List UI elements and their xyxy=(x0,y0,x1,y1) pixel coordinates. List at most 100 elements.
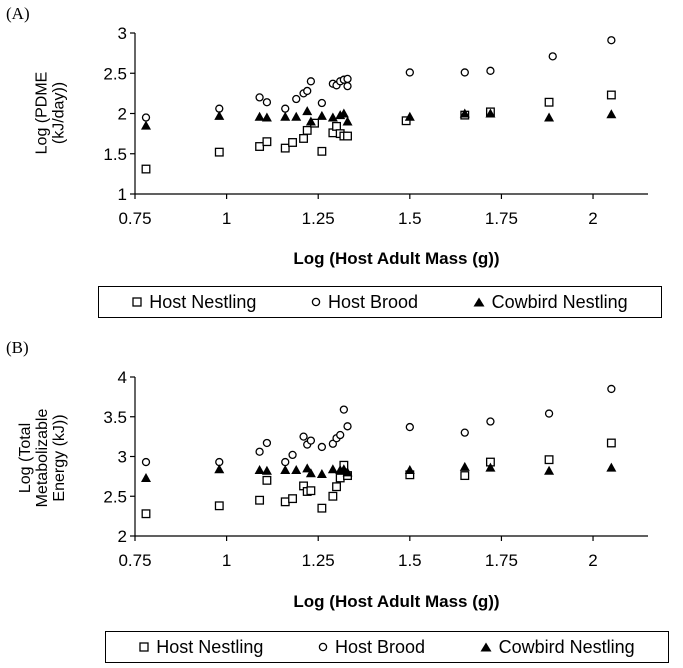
chart-b-point-host-nestling xyxy=(280,497,290,507)
chart-a-point-cowbird-nestling xyxy=(459,108,470,118)
chart-b-point-host-brood xyxy=(141,457,151,467)
legend-square-marker-icon xyxy=(132,297,142,307)
chart-a-legend: Host Nestling Host Brood Cowbird Nestlin… xyxy=(98,286,662,318)
chart-a-point-host-nestling xyxy=(332,121,341,131)
chart-b-point-cowbird-nestling xyxy=(302,463,313,473)
chart-b-xtick-label: 1.25 xyxy=(302,551,335,570)
chart-b-point-cowbird-nestling xyxy=(404,465,415,475)
chart-b-point-host-brood xyxy=(281,457,290,467)
chart-a-point-host-brood xyxy=(548,52,557,61)
chart-b-ytick-label: 4 xyxy=(118,368,127,387)
chart-a-point-cowbird-nestling xyxy=(261,112,272,122)
chart-a-point-cowbird-nestling xyxy=(485,108,496,118)
chart-a-point-host-brood xyxy=(486,66,495,75)
chart-a-xtick-label: 1.5 xyxy=(398,209,422,228)
chart-a-point-host-brood xyxy=(303,86,312,96)
chart-a-point-host-brood xyxy=(343,81,352,91)
chart-b-point-host-brood xyxy=(405,422,414,432)
chart-b-point-cowbird-nestling xyxy=(305,468,316,478)
chart-a-point-host-brood xyxy=(255,93,264,102)
chart-a-point-host-nestling xyxy=(280,143,290,153)
chart-b-point-host-nestling xyxy=(288,494,298,504)
chart-b-xtick-label: 1.5 xyxy=(398,551,422,570)
chart-a-point-host-nestling xyxy=(214,147,224,157)
chart-b-xtick-label: 1.75 xyxy=(485,551,518,570)
panel-a-label: (A) xyxy=(6,4,30,23)
chart-a-point-host-nestling xyxy=(302,125,312,135)
chart-a-point-host-brood xyxy=(405,68,414,77)
chart-b-point-host-brood xyxy=(339,405,349,414)
chart-a-point-host-nestling xyxy=(255,142,265,151)
chart-a-svg: 1 1.5 2 2.5 3 0.75 1 1.25 1.5 1.75 2 Log (Host Adul… xyxy=(34,24,648,268)
chart-a-point-host-brood xyxy=(281,104,290,113)
chart-b-point-host-brood xyxy=(317,442,327,452)
legend-b-cowbird-nestling-label: Cowbird Nestling xyxy=(498,636,635,657)
legend-a-host-nestling: Host Nestling xyxy=(132,292,256,313)
chart-b-point-host-nestling xyxy=(328,491,338,501)
chart-a-ytick-label: 2.5 xyxy=(103,64,127,83)
chart-b-point-cowbird-nestling xyxy=(291,465,302,475)
chart-a-point-cowbird-nestling xyxy=(544,112,555,122)
legend-triangle-marker-icon xyxy=(473,297,485,307)
legend-square-marker-icon xyxy=(139,642,149,652)
chart-a-point-host-brood xyxy=(306,77,316,86)
legend-circle-marker-icon xyxy=(311,297,321,307)
chart-b-x-axis-label: Log (Host Adult Mass (g)) xyxy=(293,592,499,611)
chart-b-point-host-brood xyxy=(336,430,345,440)
chart-b-point-host-nestling xyxy=(335,473,345,483)
chart-b-point-host-nestling xyxy=(141,509,151,519)
chart-b-point-host-brood xyxy=(306,436,316,445)
chart-a-xtick-label: 2 xyxy=(588,209,597,228)
chart-a-point-host-brood xyxy=(141,113,151,122)
chart-a-point-cowbird-nestling xyxy=(254,111,265,121)
chart-b-point-host-brood xyxy=(486,417,495,426)
chart-b-ytick-label: 2 xyxy=(118,527,127,546)
chart-a-point-cowbird-nestling xyxy=(338,108,349,118)
chart-b-point-host-brood xyxy=(262,438,272,448)
chart-b-point-host-brood xyxy=(343,422,352,431)
legend-a-host-brood: Host Brood xyxy=(311,292,418,313)
panel-b-label: (B) xyxy=(6,338,29,357)
chart-b-point-cowbird-nestling xyxy=(280,465,291,475)
chart-b-point-host-brood xyxy=(255,447,264,456)
chart-b-point-cowbird-nestling xyxy=(140,472,151,482)
chart-a-point-host-nestling xyxy=(606,90,616,100)
chart-b-point-host-brood xyxy=(460,428,469,437)
legend-a-cowbird-nestling-label: Cowbird Nestling xyxy=(491,291,628,312)
chart-b-y-axis-label-line: Log (Total xyxy=(17,423,34,493)
chart-a-point-host-nestling xyxy=(317,146,327,156)
legend-b-host-brood-label: Host Brood xyxy=(334,636,425,657)
chart-a-ytick-label: 3 xyxy=(118,24,127,43)
chart-b-point-host-nestling xyxy=(460,471,470,481)
chart-b-point-cowbird-nestling xyxy=(316,468,327,478)
chart-b-xtick-label: 2 xyxy=(588,551,597,570)
chart-b-point-cowbird-nestling xyxy=(544,465,555,475)
chart-a-point-cowbird-nestling xyxy=(404,111,415,121)
chart-b-point-host-brood xyxy=(328,439,338,448)
legend-a-host-brood-label: Host Brood xyxy=(327,291,418,312)
chart-b-point-host-nestling xyxy=(306,486,316,496)
chart-a-point-host-nestling xyxy=(401,116,411,126)
chart-a-xtick-label: 0.75 xyxy=(118,209,151,228)
chart-b-point-cowbird-nestling xyxy=(485,462,496,472)
chart-a-point-host-brood xyxy=(262,98,272,107)
chart-b-point-host-brood xyxy=(288,450,297,460)
chart-b-point-host-brood xyxy=(299,432,308,441)
chart-a-y-axis-label-line: (kJ/day)) xyxy=(51,82,68,144)
chart-b-xtick-label: 1 xyxy=(222,551,231,570)
chart-a-point-host-brood xyxy=(292,94,301,104)
chart-b-point-cowbird-nestling xyxy=(342,467,353,477)
chart-a-x-axis-label: Log (Host Adult Mass (g)) xyxy=(293,249,499,268)
chart-a-y-axis-label: Log (PDME (kJ/day)) xyxy=(34,72,68,155)
chart-a-xtick-label: 1 xyxy=(222,209,231,228)
chart-a-point-cowbird-nestling xyxy=(305,116,316,126)
legend-circle-marker-icon xyxy=(318,642,328,652)
chart-b-point-host-nestling xyxy=(214,501,224,511)
chart-b-svg: 2 2.5 3 3.5 4 0.75 1 1.25 1.5 1.75 2 Log (Host Adul… xyxy=(17,368,648,611)
chart-a-point-host-brood xyxy=(607,36,616,45)
legend-triangle-marker-icon xyxy=(480,642,492,652)
chart-a-xtick-label: 1.75 xyxy=(485,209,518,228)
chart-a-point-host-nestling xyxy=(141,164,151,174)
chart-b-point-host-nestling xyxy=(317,503,327,513)
chart-a-point-host-brood xyxy=(343,74,352,84)
